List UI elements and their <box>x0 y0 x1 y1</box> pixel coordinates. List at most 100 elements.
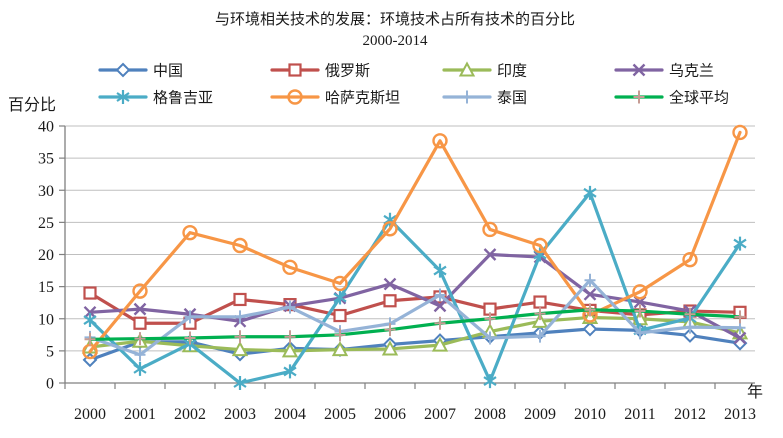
data-point-marker <box>334 328 346 342</box>
series-thailand-line <box>88 278 742 357</box>
data-point-marker <box>231 340 249 357</box>
data-point-marker <box>132 283 148 299</box>
data-point-marker <box>458 61 476 77</box>
x-tick-label: 2012 <box>674 406 706 423</box>
data-point-marker <box>634 304 646 318</box>
x-tick-label: 2009 <box>524 406 556 423</box>
y-tick-label: 35 <box>38 151 54 168</box>
data-point-marker <box>583 287 597 301</box>
x-tick-label: 2004 <box>274 406 306 423</box>
data-point-marker <box>133 302 147 316</box>
data-point-marker <box>433 263 447 278</box>
x-tick-label: 2006 <box>374 406 406 423</box>
data-point-marker <box>184 310 196 324</box>
x-tick-labels: 2000 2001 2002 2003 2004 2005 2006 2007 2008 2009… <box>74 406 756 423</box>
data-point-marker <box>484 331 496 345</box>
legend-item-kazakhstan: 哈萨克斯坦 <box>270 89 400 107</box>
data-point-marker <box>281 342 299 358</box>
legend-label: 哈萨克斯坦 <box>325 90 400 107</box>
data-point-marker <box>383 277 397 291</box>
data-point-marker <box>382 221 398 237</box>
series-india-line <box>88 315 742 353</box>
legend-item-russia: 俄罗斯 <box>270 63 370 80</box>
data-point-marker <box>282 259 298 276</box>
data-point-marker <box>482 221 498 238</box>
legend-label: 中国 <box>153 63 183 80</box>
data-point-marker <box>233 376 247 390</box>
data-point-marker <box>632 63 646 77</box>
data-point-marker <box>532 237 548 254</box>
data-point-marker <box>284 330 296 344</box>
series-georgia-line <box>88 191 742 385</box>
legend-label: 俄罗斯 <box>325 63 370 80</box>
y-tick-label: 10 <box>38 311 54 328</box>
data-point-marker <box>584 273 596 287</box>
y-tick-label: 25 <box>38 215 54 232</box>
data-point-marker <box>634 326 646 340</box>
x-tick-label: 2000 <box>74 406 106 423</box>
data-point-marker <box>287 89 303 105</box>
y-tick-label: 15 <box>38 279 54 296</box>
x-tick-label: 2001 <box>124 406 156 423</box>
data-point-marker <box>434 316 446 330</box>
legend-label: 乌克兰 <box>669 63 714 80</box>
data-point-marker <box>733 331 747 345</box>
data-point-marker <box>134 348 146 362</box>
data-point-marker <box>234 310 246 324</box>
data-point-marker <box>116 90 130 104</box>
legend-label: 印度 <box>497 63 527 80</box>
x-tick-label: 2008 <box>474 406 506 423</box>
data-point-marker <box>682 328 698 343</box>
data-point-marker <box>133 316 147 330</box>
data-point-marker <box>433 299 447 313</box>
data-point-marker <box>84 332 96 346</box>
y-tick-label: 0 <box>46 376 54 393</box>
data-point-marker <box>83 313 97 328</box>
series-russia-line <box>88 291 742 325</box>
data-point-marker <box>133 361 147 376</box>
y-tick-label: 30 <box>38 183 54 200</box>
data-point-marker <box>684 320 696 334</box>
data-point-marker <box>732 124 748 141</box>
x-tick-label: 2007 <box>424 406 456 423</box>
series-kazakhstan <box>82 124 748 360</box>
data-point-marker <box>633 90 645 104</box>
data-point-marker <box>734 321 746 335</box>
data-point-marker <box>484 312 496 326</box>
x-tick-label: 2002 <box>174 406 206 423</box>
data-point-marker <box>182 224 198 241</box>
series-global-average-line <box>88 308 742 341</box>
data-point-marker <box>333 308 347 323</box>
data-point-marker <box>184 331 196 345</box>
data-point-marker <box>734 310 746 324</box>
data-point-marker <box>234 330 246 344</box>
x-axis-title: 年 <box>747 383 763 401</box>
chart-title-line2: 2000-2014 <box>363 33 428 49</box>
chart-title-line1: 与环境相关技术的发展：环境技术占所有技术的百分比 <box>215 10 575 28</box>
y-tick-labels: 0 5 10 15 20 25 30 35 40 <box>38 119 54 393</box>
data-point-marker <box>333 290 347 305</box>
data-point-marker <box>684 307 696 321</box>
legend-label: 全球平均 <box>669 89 729 107</box>
data-point-marker <box>233 292 247 307</box>
data-point-marker <box>384 323 396 337</box>
axes <box>59 125 755 389</box>
data-point-marker <box>733 236 747 251</box>
data-point-marker <box>232 237 248 254</box>
series-group <box>81 124 749 390</box>
data-point-marker <box>534 329 546 343</box>
data-point-marker <box>483 248 497 261</box>
data-point-marker <box>284 300 296 314</box>
data-point-marker <box>682 251 698 268</box>
data-point-marker <box>434 288 446 302</box>
legend-item-georgia: 格鲁吉亚 <box>98 90 213 107</box>
data-point-marker <box>583 185 597 200</box>
data-point-marker <box>381 340 399 356</box>
data-point-marker <box>383 294 397 308</box>
data-point-marker <box>531 312 549 328</box>
data-point-marker <box>533 295 547 309</box>
y-tick-label: 20 <box>38 247 54 264</box>
data-point-marker <box>134 332 146 346</box>
